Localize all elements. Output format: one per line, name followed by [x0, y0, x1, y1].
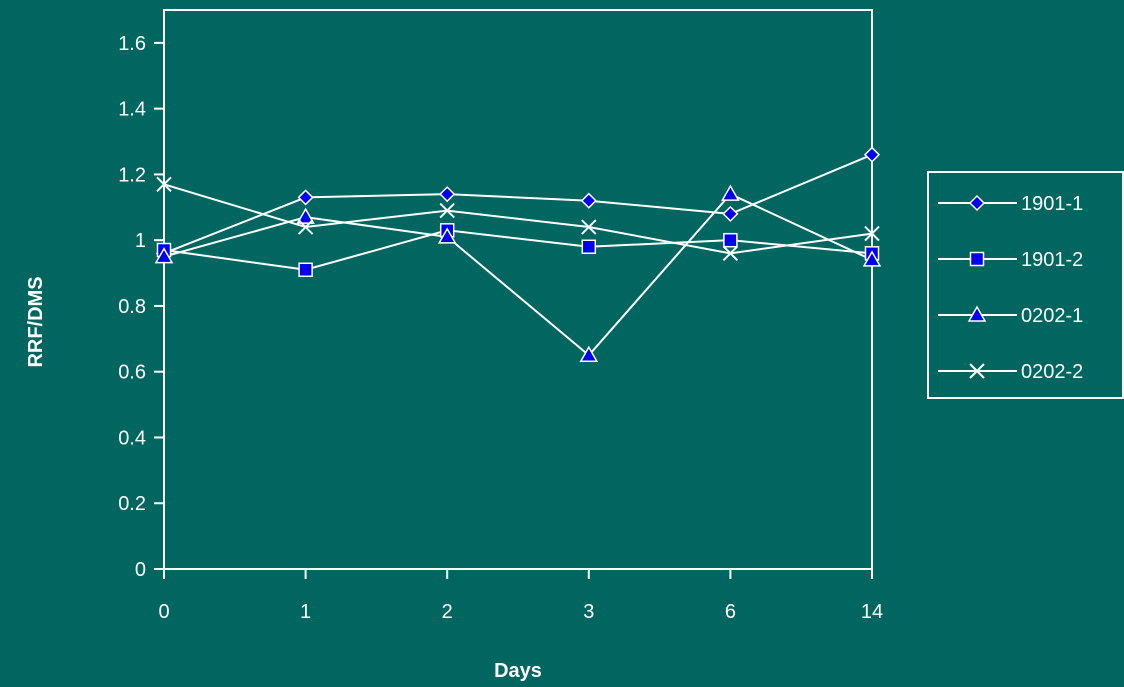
plot-area: [163, 9, 873, 570]
legend-marker-diamond: [968, 194, 986, 212]
legend-item-0202-2: 0202-2: [938, 361, 1083, 383]
data-point-1901-1-1: [297, 189, 314, 206]
series-line-0202-1: [163, 192, 873, 357]
data-point-0202-2-14: [864, 225, 880, 242]
y-tick-label: 0.2: [118, 493, 146, 515]
data-point-0202-2-2: [439, 202, 455, 219]
data-point-1901-1-14: [863, 146, 881, 163]
data-point-1901-1-2: [439, 186, 456, 203]
data-point-1901-1-6: [722, 205, 739, 222]
data-point-0202-2-1: [297, 219, 314, 235]
legend-label: 1901-1: [1021, 193, 1083, 215]
x-axis-title: Days: [494, 660, 542, 682]
data-point-0202-1-0: [154, 247, 174, 264]
x-tick-label: 0: [158, 601, 169, 623]
legend-item-1901-2: 1901-2: [938, 249, 1083, 271]
data-point-1901-2-1: [298, 262, 313, 278]
data-point-0202-1-14: [862, 250, 882, 267]
data-point-0202-1-1: [296, 207, 315, 224]
y-axis-title: RRF/DMS: [25, 276, 47, 367]
legend-marker-triangle: [967, 305, 987, 322]
series-line-1901-2: [163, 229, 873, 271]
x-tick-label: 2: [442, 601, 453, 623]
y-tick-label: 0: [135, 559, 146, 581]
y-tick-label: 1.2: [118, 164, 146, 186]
legend-label: 1901-2: [1021, 249, 1083, 271]
legend-marker-square: [969, 251, 985, 267]
y-tick-label: 0.4: [118, 427, 146, 449]
x-axis: 0 1 2 3 6 14: [158, 569, 883, 623]
y-tick-label: 0.6: [118, 362, 146, 384]
data-point-1901-2-6: [723, 232, 738, 248]
legend-item-0202-1: 0202-1: [938, 305, 1083, 327]
x-tick-label: 1: [300, 601, 311, 623]
y-tick-label: 1.4: [118, 99, 146, 121]
data-point-0202-2-6: [722, 245, 739, 262]
series-lines: [163, 153, 873, 357]
data-point-0202-2-0: [156, 176, 172, 192]
x-tick-label: 6: [725, 601, 736, 623]
legend-item-1901-1: 1901-1: [938, 193, 1083, 215]
y-axis: 0 0.2 0.4 0.6 0.8 1 1.2 1.4 1.6: [118, 33, 164, 581]
series-markers: [154, 146, 882, 363]
x-tick-label: 14: [861, 601, 883, 623]
data-point-0202-1-3: [579, 345, 599, 363]
y-tick-label: 1.6: [118, 33, 146, 55]
data-point-0202-1-2: [437, 227, 457, 244]
legend-label: 0202-1: [1021, 305, 1083, 327]
legend-label: 0202-2: [1021, 361, 1083, 383]
data-point-1901-2-3: [581, 239, 597, 255]
legend: 1901-1 1901-2 0202-1 0202-2: [927, 171, 1124, 399]
series-line-0202-2: [163, 183, 873, 255]
legend-box: [927, 171, 1124, 399]
data-point-1901-1-3: [580, 192, 597, 209]
y-tick-label: 1: [135, 230, 146, 252]
y-tick-label: 0.8: [118, 296, 146, 318]
legend-marker-x: [969, 363, 985, 379]
x-tick-label: 3: [583, 601, 594, 623]
data-point-0202-1-6: [721, 184, 740, 201]
data-point-0202-2-3: [581, 219, 597, 235]
